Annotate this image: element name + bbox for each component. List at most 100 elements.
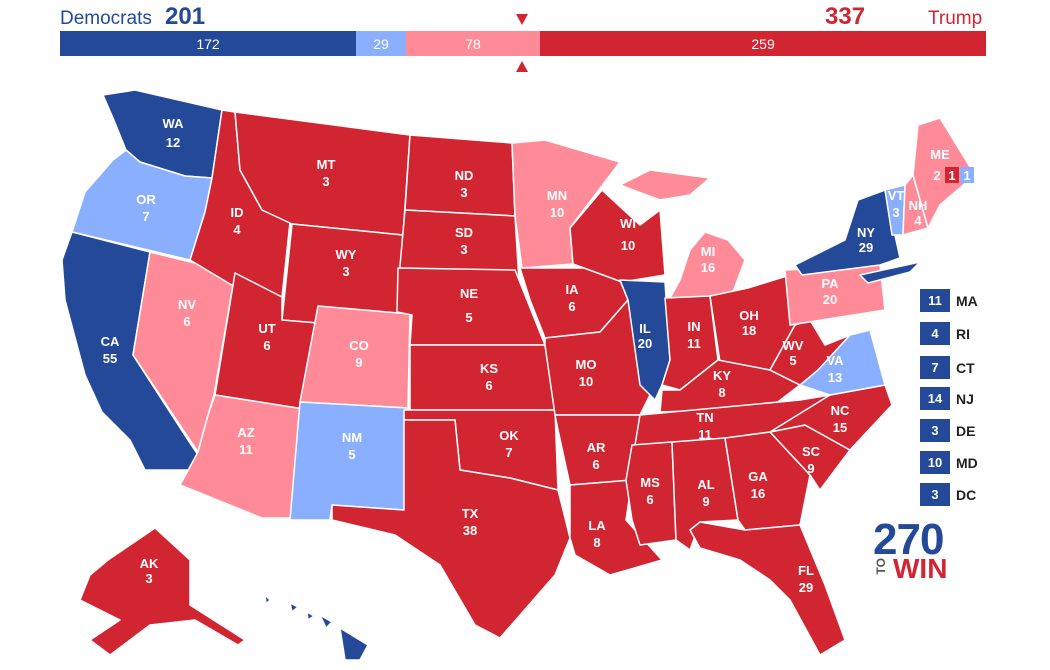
state-label-fl: FL — [798, 563, 814, 578]
state-label-la: LA — [588, 518, 606, 533]
maine-district-label: 2 — [933, 168, 940, 183]
trump-label: Trump — [928, 8, 983, 29]
state-ev-ky: 8 — [718, 385, 725, 400]
bar-segment-safe_dem: 172 — [60, 31, 357, 56]
bar-segment-lean_dem: 29 — [356, 31, 406, 56]
small-state-ev: 11 — [920, 289, 950, 312]
state-label-pa: PA — [821, 276, 839, 291]
state-label-ne: NE — [460, 286, 478, 301]
state-ev-ga: 16 — [751, 486, 765, 501]
state-label-wy: WY — [336, 247, 357, 262]
bar-segment-safe_rep: 259 — [540, 31, 986, 56]
state-ev-la: 8 — [593, 535, 600, 550]
logo-to: TO — [874, 558, 888, 575]
state-label-hi: HI — [316, 632, 329, 647]
state-ne[interactable] — [396, 267, 546, 346]
small-state-ev: 10 — [920, 451, 950, 474]
small-state-ct[interactable]: 7 CT — [920, 356, 975, 379]
state-label-ut: UT — [258, 321, 275, 336]
state-label-wi: WI — [620, 216, 636, 231]
small-state-md[interactable]: 10 MD — [920, 451, 978, 474]
state-ev-wi: 10 — [621, 238, 635, 253]
state-ev-fl: 29 — [799, 580, 813, 595]
state-ev-nm: 5 — [348, 447, 355, 462]
state-ev-sd: 3 — [460, 242, 467, 257]
state-fl[interactable] — [689, 521, 846, 656]
state-wi[interactable] — [569, 189, 666, 283]
state-ev-ne: 5 — [465, 310, 472, 325]
state-label-mo: MO — [576, 357, 597, 372]
bar-segment-lean_rep: 78 — [405, 31, 541, 56]
state-label-nh: NH — [909, 198, 928, 213]
state-label-nv: NV — [178, 297, 196, 312]
maine-district-box[interactable] — [930, 167, 944, 183]
state-label-va: VA — [826, 353, 844, 368]
state-il[interactable] — [619, 279, 671, 401]
state-ev-nh: 4 — [914, 213, 922, 228]
small-state-ev: 7 — [920, 356, 950, 379]
state-ev-sc: 9 — [807, 461, 814, 476]
small-state-dc[interactable]: 3 DC — [920, 483, 976, 506]
state-label-il: IL — [639, 321, 651, 336]
small-state-name: DE — [956, 422, 976, 439]
state-tx[interactable] — [331, 419, 571, 639]
state-ev-pa: 20 — [823, 292, 837, 307]
maine-district-box[interactable] — [960, 167, 974, 183]
state-label-nd: ND — [455, 168, 474, 183]
state-ev-mn: 10 — [550, 205, 564, 220]
state-ev-ak: 3 — [145, 571, 152, 586]
state-label-ga: GA — [748, 469, 768, 484]
small-state-ri[interactable]: 4 RI — [920, 322, 970, 345]
state-hi[interactable] — [264, 594, 369, 661]
state-label-ky: KY — [713, 368, 731, 383]
state-label-ak: AK — [140, 556, 159, 571]
state-ev-nd: 3 — [460, 185, 467, 200]
small-state-ev: 14 — [920, 387, 950, 410]
state-ev-ms: 6 — [646, 492, 653, 507]
small-state-nj[interactable]: 14 NJ — [920, 387, 974, 410]
small-state-name: NJ — [956, 390, 974, 407]
state-label-sd: SD — [455, 225, 473, 240]
state-ev-il: 20 — [638, 336, 652, 351]
small-state-ma[interactable]: 11 MA — [920, 289, 978, 312]
state-ev-az: 11 — [239, 442, 253, 457]
state-label-mt: MT — [317, 157, 336, 172]
small-state-ev: 4 — [920, 322, 950, 345]
state-ev-ia: 6 — [568, 299, 575, 314]
state-ev-wa: 12 — [166, 135, 180, 150]
maine-district-label: 1 — [963, 168, 970, 183]
state-label-ms: MS — [640, 475, 660, 490]
state-label-wv: WV — [783, 338, 804, 353]
state-ak[interactable] — [79, 527, 246, 656]
state-ev-wy: 3 — [342, 264, 349, 279]
state-ev-nv: 6 — [183, 314, 190, 329]
state-label-or: OR — [136, 192, 156, 207]
state-label-ar: AR — [587, 440, 606, 455]
state-ev-tx: 38 — [463, 523, 477, 538]
state-ev-co: 9 — [355, 355, 362, 370]
state-ev-ca: 55 — [103, 351, 117, 366]
state-ev-nc: 15 — [833, 420, 847, 435]
electoral-vote-bar: 172 29 78 259 — [60, 31, 986, 56]
state-label-sc: SC — [802, 444, 821, 459]
state-ev-ok: 7 — [505, 445, 512, 460]
small-state-name: MD — [956, 454, 978, 471]
state-label-nm: NM — [342, 430, 362, 445]
state-label-wa: WA — [163, 116, 185, 131]
state-ev-tn: 11 — [698, 427, 712, 442]
state-label-mn: MN — [547, 188, 567, 203]
small-state-de[interactable]: 3 DE — [920, 419, 975, 442]
270-marker-top-icon — [516, 14, 528, 25]
state-label-me: ME — [930, 147, 950, 162]
maine-district-box[interactable] — [945, 167, 959, 183]
small-state-ev: 3 — [920, 483, 950, 506]
state-ks[interactable] — [409, 344, 556, 411]
state-label-co: CO — [349, 338, 369, 353]
state-label-al: AL — [697, 477, 714, 492]
state-ev-wv: 5 — [789, 353, 796, 368]
state-label-oh: OH — [739, 308, 759, 323]
state-ev-oh: 18 — [742, 323, 756, 338]
state-ev-or: 7 — [142, 209, 149, 224]
state-label-mi: MI — [701, 244, 715, 259]
